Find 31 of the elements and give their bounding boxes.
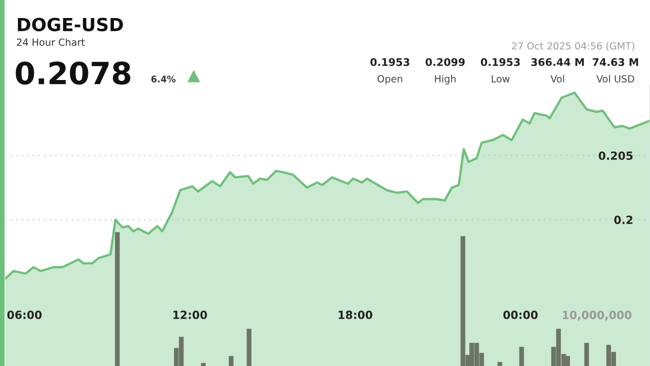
text: 0.2099 — [426, 58, 465, 66]
chart-title: DOGE-USD — [18, 18, 123, 32]
text: 0.1953 — [370, 58, 410, 66]
text: Open — [378, 75, 402, 84]
x-tick-label: 12:00 — [173, 310, 207, 320]
x-tick-label: 00:00 — [503, 310, 538, 320]
text: High — [435, 74, 456, 84]
annotation: 10,000,000 — [562, 310, 632, 321]
bar — [200, 362, 206, 366]
bar — [460, 236, 466, 366]
text: 0.2078 — [16, 62, 130, 85]
bar — [497, 362, 502, 366]
x-tick-label: 18:00 — [338, 310, 372, 320]
text: Vol — [550, 74, 564, 82]
text: 6.4% — [151, 76, 176, 82]
chart-subtitle: 24 Hour Chart — [16, 38, 85, 46]
bar — [584, 342, 589, 366]
bar — [565, 356, 570, 366]
text: 74.63 M — [592, 58, 638, 66]
y-tick-label: 0.2 — [614, 216, 632, 224]
bar — [246, 328, 252, 366]
y-tick-label: 0.205 — [598, 151, 633, 160]
text: Vol USD — [596, 74, 634, 82]
bar — [228, 356, 234, 366]
bar — [115, 232, 120, 366]
text: 0.1953 — [480, 58, 520, 66]
text: 27 Oct 2025 04:56 (GMT) — [512, 42, 634, 51]
bar — [519, 346, 524, 366]
x-tick-label: 06:00 — [7, 310, 42, 320]
text: Low — [492, 75, 510, 82]
text: 366.44 M — [531, 58, 584, 66]
